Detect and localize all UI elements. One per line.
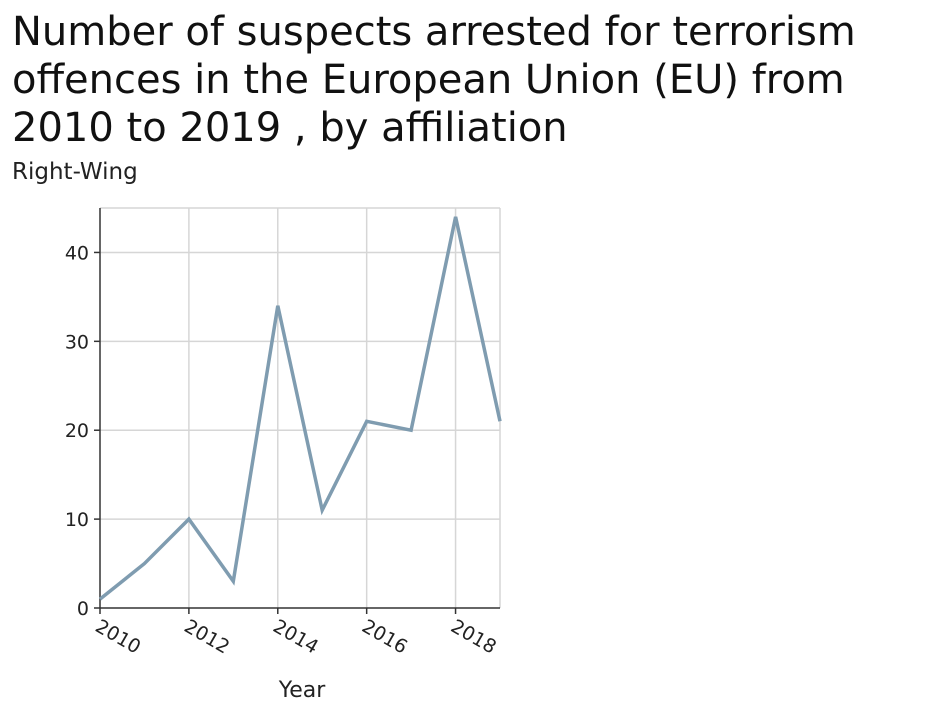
x-tick-label: 2012 [180,615,233,658]
y-tick-label: 40 [65,242,89,264]
x-tick-label: 2010 [92,615,145,658]
axes [94,208,500,614]
series-line [98,216,502,601]
data-point [365,420,368,423]
x-tick-label: 2018 [447,615,500,658]
y-tick-label: 0 [77,598,89,620]
y-axis-label: Right-Wing [12,159,138,185]
data-point [276,304,279,307]
chart-title: Number of suspects arrested for terroris… [12,9,856,151]
x-tick-label: 2014 [269,615,322,658]
data-point [499,420,502,423]
series [98,215,502,601]
x-tick-label: 2016 [358,615,411,658]
data-point [410,429,413,432]
data-point [187,518,190,521]
data-point [454,215,457,218]
y-tick-label: 30 [65,331,89,353]
y-tick-label: 10 [65,509,89,531]
y-tick-label: 20 [65,420,89,442]
grid [100,207,501,608]
tick-labels: 0 10 20 30 40 2010 2012 2014 2016 2018 [65,242,500,658]
data-point [321,509,324,512]
data-point [232,580,235,583]
data-point [99,598,102,601]
x-axis-title: Year [278,678,327,703]
data-point [143,562,146,565]
